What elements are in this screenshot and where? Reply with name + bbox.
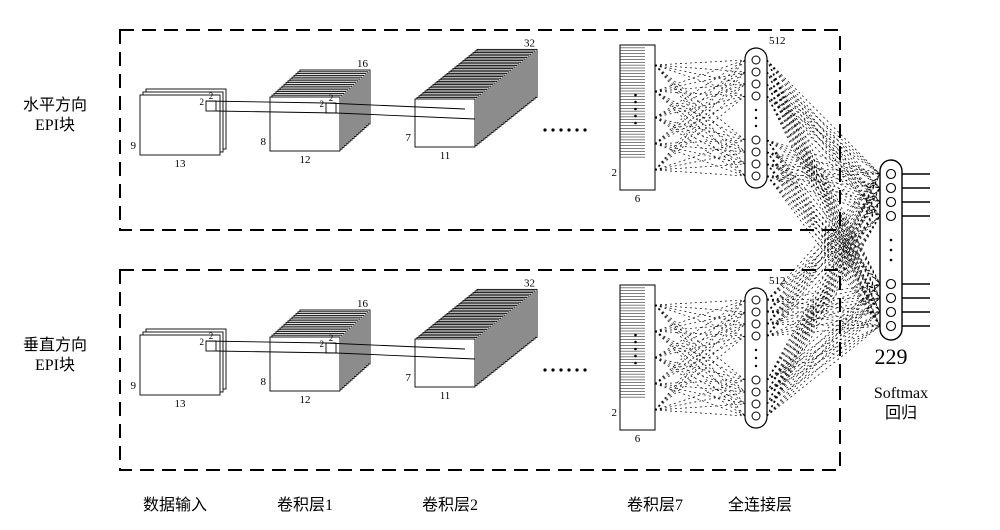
svg-text:2: 2 xyxy=(209,331,214,341)
svg-text:512: 512 xyxy=(769,275,786,287)
svg-text:16: 16 xyxy=(357,58,369,70)
svg-text:12: 12 xyxy=(300,154,311,166)
svg-text:2: 2 xyxy=(329,333,334,343)
svg-text:229: 229 xyxy=(875,344,908,369)
svg-text:EPI块: EPI块 xyxy=(35,116,75,134)
svg-text:2: 2 xyxy=(320,99,325,109)
svg-text:16: 16 xyxy=(357,298,369,310)
svg-text:13: 13 xyxy=(175,158,187,170)
svg-text:9: 9 xyxy=(131,380,137,392)
svg-text:32: 32 xyxy=(524,37,535,49)
svg-text:7: 7 xyxy=(406,132,412,144)
svg-text:水平方向: 水平方向 xyxy=(23,96,87,114)
svg-text:32: 32 xyxy=(524,277,535,289)
svg-text:卷积层1: 卷积层1 xyxy=(277,496,333,514)
svg-text:Softmax: Softmax xyxy=(874,385,928,402)
svg-text:6: 6 xyxy=(635,433,641,445)
svg-text:12: 12 xyxy=(300,394,311,406)
svg-text:2: 2 xyxy=(200,337,205,347)
svg-text:卷积层7: 卷积层7 xyxy=(627,496,683,514)
svg-text:数据输入: 数据输入 xyxy=(143,496,207,514)
svg-text:垂直方向: 垂直方向 xyxy=(23,336,87,354)
svg-text:EPI块: EPI块 xyxy=(35,356,75,374)
svg-text:回归: 回归 xyxy=(885,404,917,422)
svg-text:512: 512 xyxy=(769,35,786,47)
svg-text:9: 9 xyxy=(131,140,137,152)
svg-text:6: 6 xyxy=(635,193,641,205)
svg-text:2: 2 xyxy=(612,407,618,419)
svg-text:8: 8 xyxy=(261,136,267,148)
svg-text:11: 11 xyxy=(440,390,451,402)
svg-text:2: 2 xyxy=(329,93,334,103)
svg-text:2: 2 xyxy=(320,339,325,349)
svg-text:8: 8 xyxy=(261,376,267,388)
svg-text:13: 13 xyxy=(175,398,187,410)
svg-text:卷积层2: 卷积层2 xyxy=(422,496,478,514)
svg-text:2: 2 xyxy=(209,91,214,101)
svg-text:7: 7 xyxy=(406,372,412,384)
svg-text:全连接层: 全连接层 xyxy=(728,496,792,514)
svg-text:11: 11 xyxy=(440,150,451,162)
svg-text:2: 2 xyxy=(612,167,618,179)
svg-text:2: 2 xyxy=(200,97,205,107)
